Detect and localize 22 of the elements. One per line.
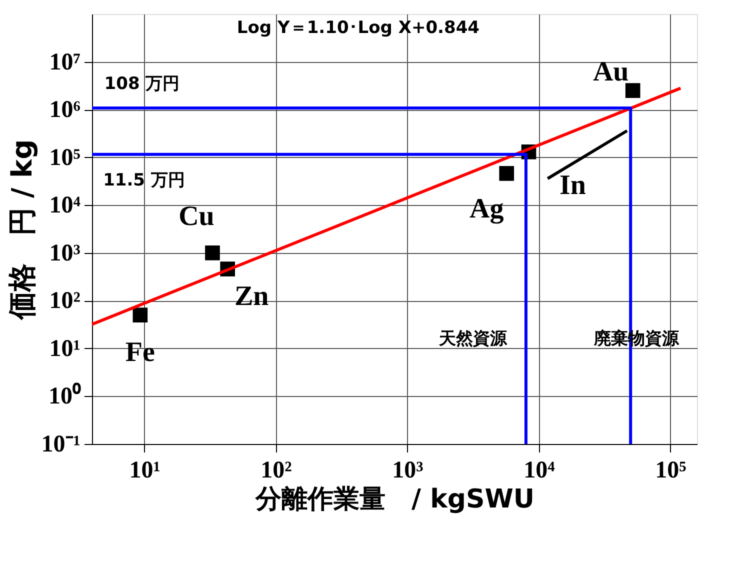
x-tick-label: 10⁵ (655, 458, 686, 484)
y-tick-label: 10⁶ (49, 97, 80, 124)
annotation: 11.5 万円 (103, 170, 185, 190)
x-tick-label: 10² (260, 458, 292, 484)
annotation: Cu (178, 200, 214, 232)
y-axis-title: 価格 円 / kg (5, 139, 38, 321)
y-tick-label: 10¹ (49, 336, 80, 362)
y-tick-label: 10² (49, 288, 80, 314)
x-tick-label: 10¹ (129, 458, 160, 484)
y-tick-label: 10⁴ (49, 192, 80, 219)
y-tick-label: 10⁰ (48, 382, 82, 410)
y-tick-label: 10³ (49, 240, 80, 266)
annotation: Au (592, 56, 629, 88)
annotation: In (560, 170, 586, 201)
y-tick-label: 10⁷ (49, 49, 80, 76)
x-tick-label: 10⁴ (524, 458, 555, 484)
x-axis-title: 分離作業量 / kgSWU (254, 484, 534, 514)
annotation: 天然資源 (438, 329, 508, 349)
x-tick-label: 10³ (392, 458, 424, 484)
y-tick-label: 10⁻¹ (41, 432, 80, 458)
y-tick-label: 10⁵ (49, 144, 80, 171)
annotation: 108 万円 (104, 74, 180, 94)
